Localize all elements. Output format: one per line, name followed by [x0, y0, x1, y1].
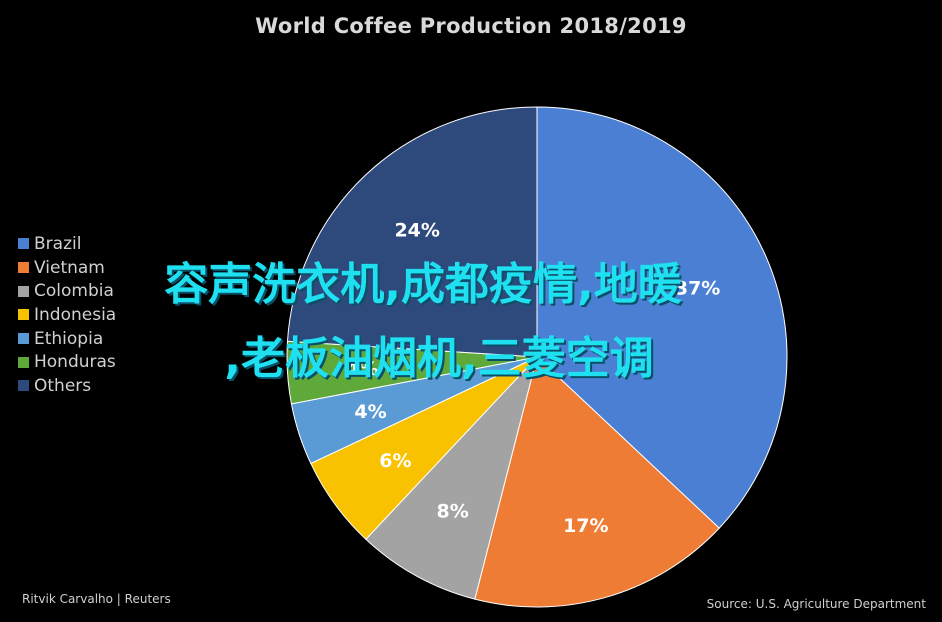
data-label-colombia: 8%	[437, 500, 469, 522]
overlay-text-line-2: ,老板油烟机,三菱空调	[224, 333, 654, 384]
data-label-indonesia: 6%	[379, 450, 411, 472]
legend-swatch	[18, 380, 29, 392]
legend-swatch	[18, 285, 29, 297]
legend: Brazil Vietnam Colombia Indonesia Ethiopia Ho…	[18, 232, 116, 398]
legend-item-vietnam: Vietnam	[18, 256, 116, 280]
legend-swatch	[18, 333, 29, 345]
data-label-others: 24%	[394, 219, 439, 241]
overlay-text-line-1: 容声洗衣机,成都疫情,地暖	[164, 259, 682, 310]
legend-label: Others	[34, 375, 92, 396]
legend-item-others: Others	[18, 374, 116, 398]
legend-item-indonesia: Indonesia	[18, 303, 116, 327]
legend-item-brazil: Brazil	[18, 232, 116, 256]
source-text: Source: U.S. Agriculture Department	[706, 597, 926, 611]
legend-swatch	[18, 356, 29, 368]
legend-label: Brazil	[34, 233, 82, 254]
legend-label: Colombia	[34, 281, 114, 302]
pie-slice-others	[286, 106, 538, 358]
data-label-honduras: 4%	[346, 358, 378, 380]
legend-swatch	[18, 309, 29, 321]
data-label-brazil: 37%	[675, 277, 720, 299]
legend-item-honduras: Honduras	[18, 350, 116, 374]
credit-text: Ritvik Carvalho | Reuters	[22, 592, 171, 606]
legend-label: Honduras	[34, 352, 116, 373]
pie-slice-brazil	[536, 106, 788, 529]
legend-item-colombia: Colombia	[18, 279, 116, 303]
legend-label: Indonesia	[34, 304, 117, 325]
legend-swatch	[18, 262, 29, 274]
pie-slice-vietnam	[474, 356, 720, 608]
chart-title: World Coffee Production 2018/2019	[255, 14, 687, 38]
legend-label: Vietnam	[34, 257, 105, 278]
legend-label: Ethiopia	[34, 328, 104, 349]
data-label-ethiopia: 4%	[354, 401, 386, 423]
pie-slice-colombia	[365, 356, 538, 600]
data-label-vietnam: 17%	[563, 515, 608, 537]
legend-item-ethiopia: Ethiopia	[18, 327, 116, 351]
legend-swatch	[18, 238, 29, 250]
